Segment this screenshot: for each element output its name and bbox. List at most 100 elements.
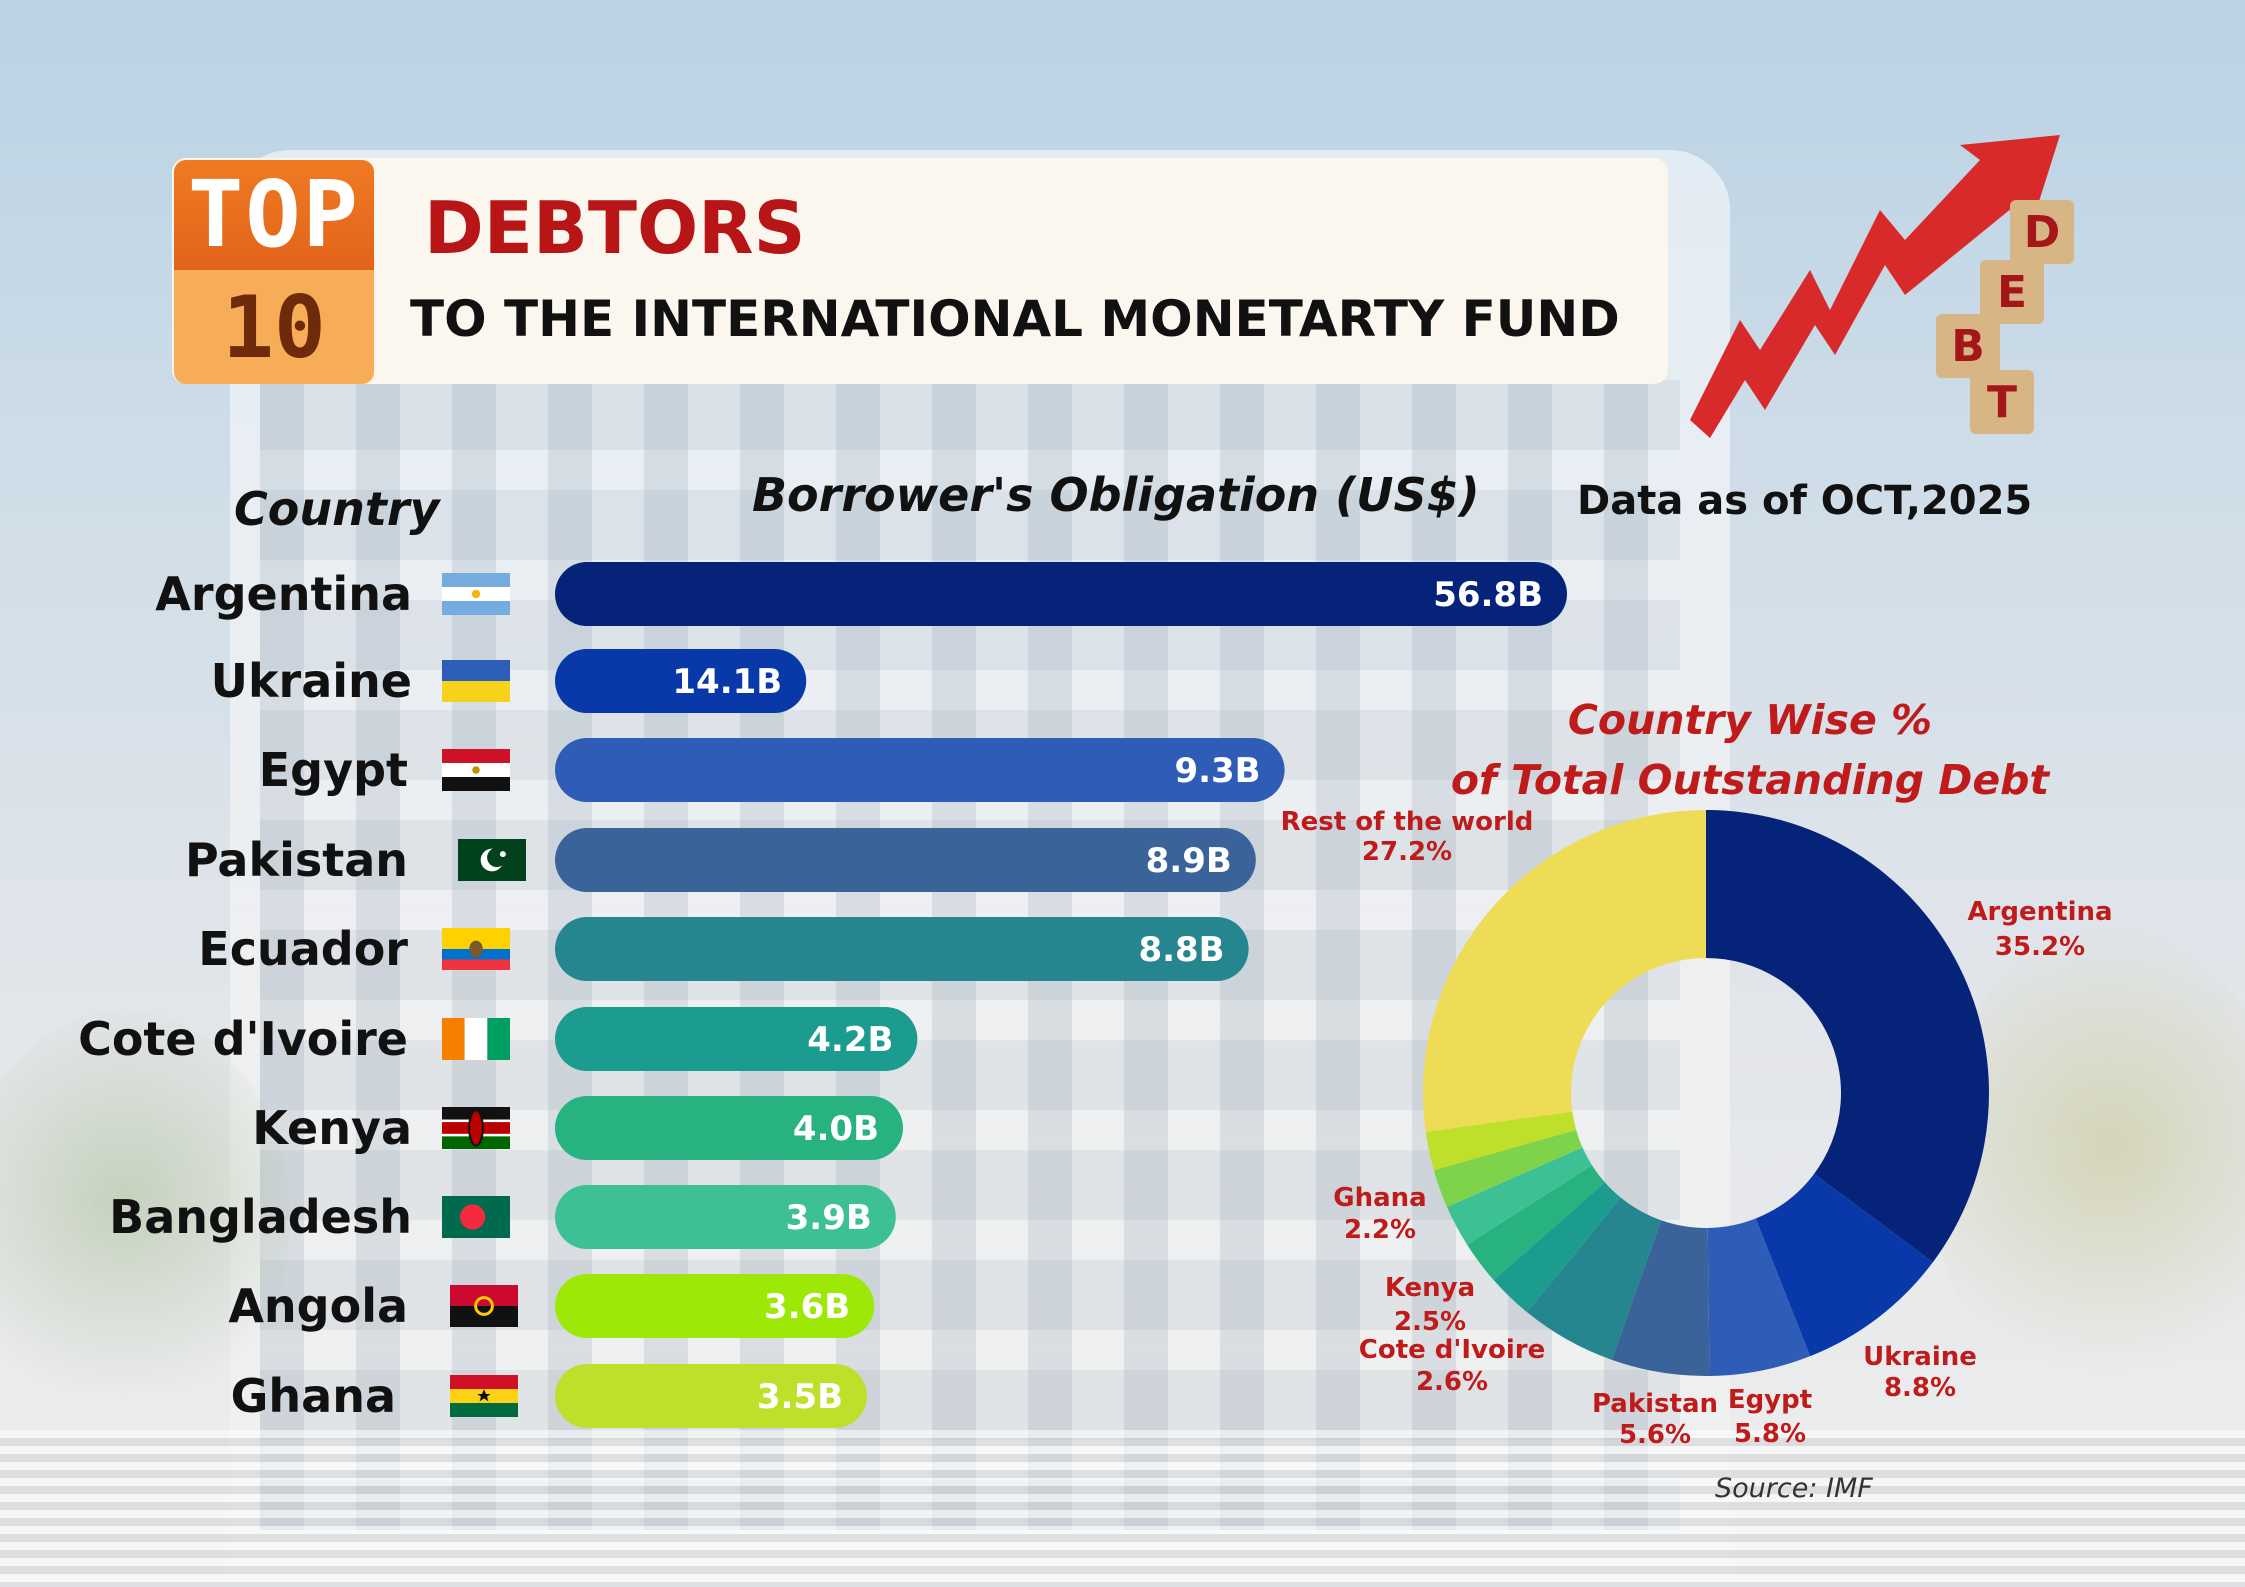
bar-row-ukraine: Ukraine 14.1B: [211, 649, 807, 713]
bar-value-label: 8.9B: [1146, 841, 1232, 881]
pie-title-line-1: Country Wise %: [1567, 696, 1933, 744]
bar-value-label: 56.8B: [1433, 575, 1543, 615]
bar-value-label: 4.2B: [807, 1020, 893, 1060]
debt-blocks: D E B T: [1936, 200, 2074, 434]
pie-label-name: Egypt: [1728, 1385, 1812, 1415]
block-d: [2010, 200, 2074, 264]
bar-row-bangladesh: Bangladesh 3.9B: [109, 1185, 896, 1249]
pie-label-name: Pakistan: [1592, 1389, 1718, 1419]
pie-label-percent: 2.5%: [1394, 1307, 1466, 1337]
pie-label-kenya: Kenya 2.5%: [1385, 1273, 1475, 1337]
slice-cote-d-ivoire: [1493, 1182, 1621, 1313]
slice-ecuador: [1526, 1197, 1662, 1360]
pie-label-name: Ukraine: [1863, 1342, 1977, 1372]
bar: [555, 1364, 867, 1428]
pie-label-argentina: Argentina 35.2%: [1967, 897, 2112, 962]
top-badge: TOP: [174, 160, 374, 270]
country-label: Angola: [228, 1279, 408, 1333]
page-title: DEBTORS: [424, 186, 806, 270]
ukraine-flag: [442, 660, 510, 702]
block-e: [1980, 260, 2044, 324]
country-label: Bangladesh: [109, 1190, 412, 1244]
bar-row-kenya: Kenya 4.0B: [252, 1096, 903, 1160]
slice-rest-of-the-world: [1423, 810, 1706, 1132]
ecuador-flag: [442, 928, 510, 970]
ten-badge: 10: [174, 270, 374, 384]
slice-angola: [1433, 1129, 1583, 1208]
title-banner: [172, 158, 1668, 384]
bar-row-ghana: Ghana 3.5B: [231, 1364, 867, 1428]
pie-label-percent: 35.2%: [1995, 932, 2085, 962]
pie-title-line-2: of Total Outstanding Debt: [1450, 756, 2050, 804]
pie-label-egypt: Egypt 5.8%: [1728, 1385, 1812, 1449]
pie-label-percent: 2.2%: [1344, 1215, 1416, 1245]
bar: [555, 828, 1256, 892]
debt-arrow-illustration: D E B T: [1690, 135, 2074, 438]
argentina-flag: [442, 573, 510, 615]
bar-value-label: 3.9B: [786, 1198, 872, 1238]
country-label: Kenya: [252, 1101, 412, 1155]
pie-label-name: Ghana: [1333, 1183, 1426, 1213]
slice-pakistan: [1611, 1220, 1710, 1376]
country-column-header: Country: [234, 482, 440, 536]
pie-label-percent: 5.8%: [1734, 1419, 1806, 1449]
bar-row-pakistan: Pakistan 8.9B: [185, 828, 1256, 892]
bar-value-label: 9.3B: [1174, 751, 1260, 791]
pie-chart-title: Country Wise % of Total Outstanding Debt: [1380, 690, 2120, 810]
block-letter-e: E: [1997, 267, 2027, 318]
pie-label-name: Cote d'Ivoire: [1359, 1335, 1545, 1365]
block-t: [1970, 370, 2034, 434]
slice-ghana: [1425, 1111, 1577, 1171]
pie-label-percent: 2.6%: [1416, 1367, 1488, 1397]
bar: [555, 562, 1567, 626]
page-subtitle: TO THE INTERNATIONAL MONETARTY FUND: [410, 290, 1620, 348]
slice-argentina: [1706, 810, 1990, 1263]
slice-bangladesh: [1446, 1147, 1593, 1245]
bar-value-label: 3.6B: [764, 1287, 850, 1327]
ghana-flag: [450, 1375, 518, 1417]
egypt-flag: [442, 749, 510, 791]
block-letter-t: T: [1987, 377, 2017, 428]
country-label: Argentina: [155, 567, 412, 621]
kenya-flag: [442, 1107, 510, 1149]
pie-label-name: Kenya: [1385, 1273, 1475, 1303]
bar: [555, 1274, 875, 1338]
bar: [555, 1185, 896, 1249]
block-letter-d: D: [2024, 207, 2061, 258]
source-note: Source: IMF: [1715, 1473, 1873, 1504]
country-label: Pakistan: [185, 833, 408, 887]
pie-label-percent: 27.2%: [1362, 837, 1452, 867]
block-letter-b: B: [1951, 321, 1985, 372]
pie-label-name: Rest of the world: [1281, 807, 1534, 837]
pie-label-percent: 8.8%: [1884, 1373, 1956, 1403]
block-b: [1936, 314, 2000, 378]
bar: [555, 1007, 918, 1071]
bar-value-label: 4.0B: [793, 1109, 879, 1149]
cote-divoire-flag: [442, 1018, 510, 1060]
bar: [555, 649, 807, 713]
bar-row-ecuador: Ecuador 8.8B: [198, 917, 1249, 981]
angola-flag: [450, 1285, 518, 1327]
bangladesh-flag: [442, 1196, 510, 1238]
bar: [555, 738, 1285, 802]
tree-right: [1930, 930, 2245, 1410]
bar: [555, 917, 1249, 981]
country-label: Egypt: [259, 743, 408, 797]
bar-row-egypt: Egypt 9.3B: [259, 738, 1285, 802]
pie-label-percent: 5.6%: [1619, 1420, 1691, 1450]
country-label: Ghana: [231, 1369, 396, 1423]
bar-value-label: 3.5B: [757, 1377, 843, 1417]
pie-label-name: Argentina: [1967, 897, 2112, 927]
bar: [555, 1096, 903, 1160]
tree-left: [0, 1010, 290, 1430]
bar-row-cote-d-ivoire: Cote d'Ivoire 4.2B: [78, 1007, 918, 1071]
pakistan-flag: [458, 839, 526, 881]
bar-row-angola: Angola 3.6B: [228, 1274, 875, 1338]
